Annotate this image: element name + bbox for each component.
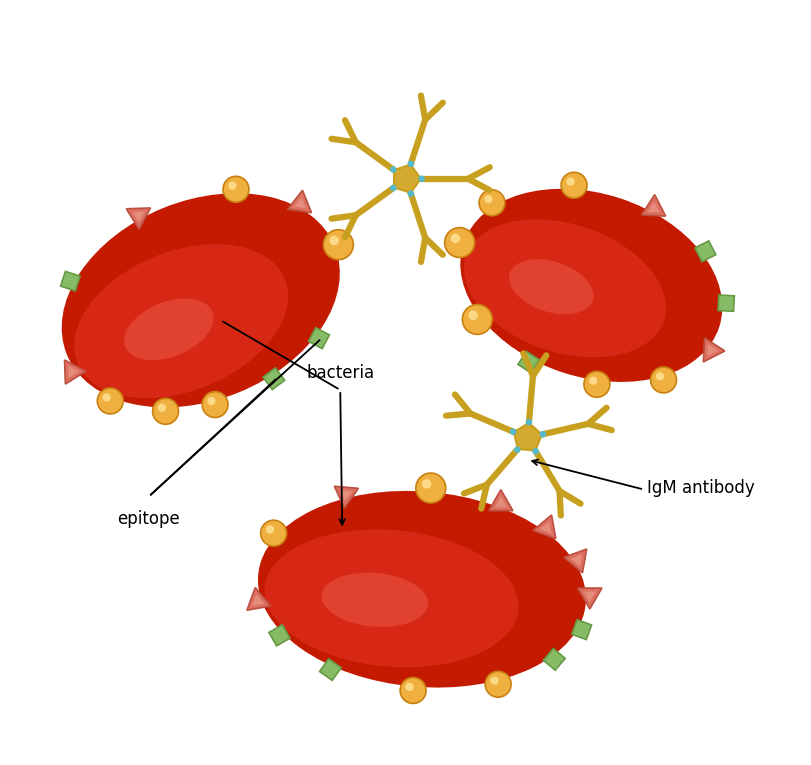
Ellipse shape <box>258 491 586 688</box>
Circle shape <box>444 228 474 258</box>
Text: bacteria: bacteria <box>306 364 374 382</box>
Text: epitope: epitope <box>118 509 180 528</box>
Polygon shape <box>320 659 341 680</box>
Circle shape <box>509 428 516 435</box>
Polygon shape <box>570 555 581 566</box>
Polygon shape <box>577 588 601 609</box>
Polygon shape <box>533 515 555 539</box>
Circle shape <box>513 447 520 453</box>
Polygon shape <box>583 591 595 602</box>
Polygon shape <box>517 351 539 373</box>
Ellipse shape <box>124 298 213 360</box>
Text: IgM antibody: IgM antibody <box>646 479 754 496</box>
Polygon shape <box>571 620 591 640</box>
Circle shape <box>102 393 110 402</box>
Polygon shape <box>334 487 358 508</box>
Circle shape <box>323 230 353 259</box>
Circle shape <box>207 397 216 405</box>
Polygon shape <box>64 360 86 384</box>
Circle shape <box>418 475 443 501</box>
Polygon shape <box>393 164 420 193</box>
Ellipse shape <box>460 189 722 382</box>
Circle shape <box>260 520 286 546</box>
Circle shape <box>152 399 178 425</box>
Circle shape <box>265 526 274 534</box>
Polygon shape <box>641 194 665 216</box>
Circle shape <box>650 367 676 393</box>
Circle shape <box>400 678 426 704</box>
Polygon shape <box>61 272 80 291</box>
Circle shape <box>468 311 478 320</box>
Circle shape <box>389 166 396 173</box>
Circle shape <box>157 404 166 412</box>
Circle shape <box>560 172 586 198</box>
Circle shape <box>228 181 236 190</box>
Polygon shape <box>263 368 285 389</box>
Polygon shape <box>706 344 717 356</box>
Circle shape <box>583 371 609 397</box>
Polygon shape <box>564 549 586 573</box>
Polygon shape <box>494 496 506 507</box>
Circle shape <box>461 304 491 334</box>
Circle shape <box>539 431 546 438</box>
Polygon shape <box>543 649 564 670</box>
Ellipse shape <box>508 259 593 314</box>
Circle shape <box>532 448 539 454</box>
Circle shape <box>525 419 531 425</box>
Polygon shape <box>469 307 491 331</box>
Ellipse shape <box>264 529 518 667</box>
Polygon shape <box>132 212 144 223</box>
Circle shape <box>415 473 445 503</box>
Polygon shape <box>449 233 469 252</box>
Circle shape <box>423 480 431 489</box>
Polygon shape <box>488 490 513 511</box>
Circle shape <box>202 392 228 418</box>
Polygon shape <box>702 338 724 362</box>
Polygon shape <box>328 235 348 255</box>
Circle shape <box>483 195 492 203</box>
Polygon shape <box>127 208 150 230</box>
Circle shape <box>485 672 510 697</box>
Circle shape <box>418 175 424 182</box>
Circle shape <box>407 190 414 197</box>
Polygon shape <box>513 423 541 451</box>
Polygon shape <box>539 522 551 533</box>
Polygon shape <box>68 366 79 378</box>
Ellipse shape <box>62 194 339 408</box>
Circle shape <box>329 236 338 246</box>
Circle shape <box>565 177 574 186</box>
Ellipse shape <box>74 244 288 399</box>
Polygon shape <box>294 197 306 208</box>
Circle shape <box>421 479 431 489</box>
Circle shape <box>450 233 460 243</box>
Circle shape <box>407 161 414 167</box>
Ellipse shape <box>463 220 665 357</box>
Polygon shape <box>694 241 715 262</box>
Polygon shape <box>268 625 290 646</box>
Circle shape <box>97 388 123 414</box>
Circle shape <box>588 376 597 385</box>
Circle shape <box>478 190 504 216</box>
Polygon shape <box>287 190 311 213</box>
Polygon shape <box>340 490 352 501</box>
Circle shape <box>405 682 413 691</box>
Circle shape <box>655 372 663 380</box>
Circle shape <box>490 676 498 685</box>
Polygon shape <box>252 594 264 606</box>
Circle shape <box>389 184 396 191</box>
Polygon shape <box>647 202 659 213</box>
Circle shape <box>223 177 249 202</box>
Polygon shape <box>473 313 483 325</box>
Ellipse shape <box>321 573 427 627</box>
Polygon shape <box>247 588 270 610</box>
Polygon shape <box>717 295 733 311</box>
Polygon shape <box>308 327 329 349</box>
